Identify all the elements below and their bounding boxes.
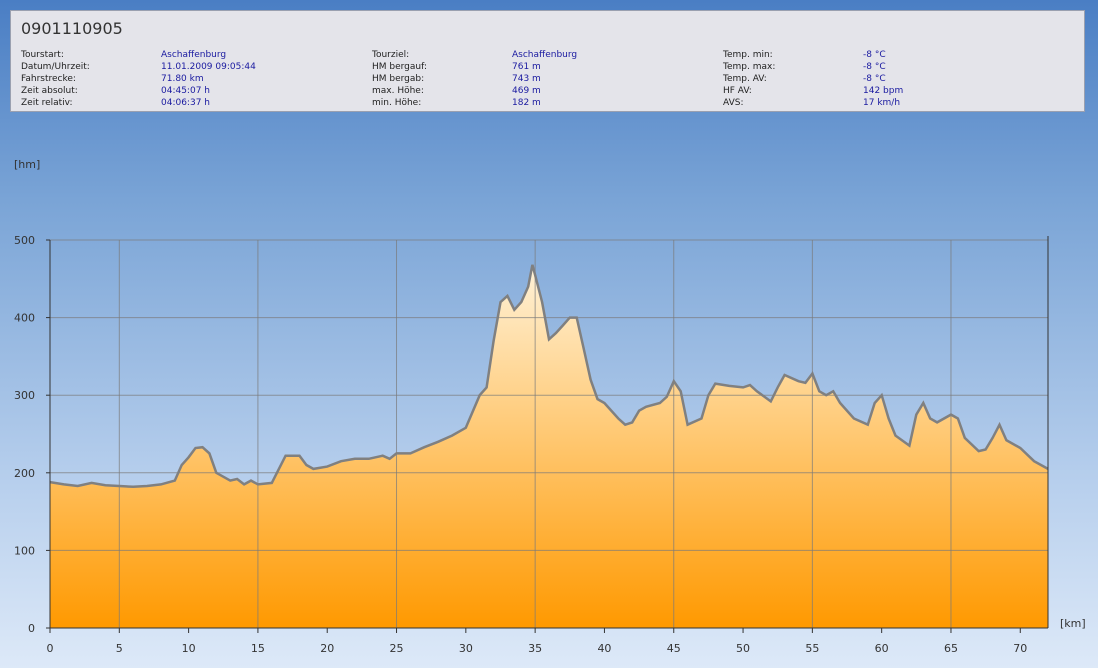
- y-tick-label: 300: [14, 389, 35, 402]
- info-value: 142 bpm: [863, 86, 904, 96]
- info-value: Aschaffenburg: [512, 50, 578, 60]
- info-label: Tourstart:: [21, 50, 64, 60]
- info-value: -8 °C: [863, 62, 886, 72]
- info-label: HF AV:: [723, 86, 752, 96]
- elevation-line: [49, 264, 1049, 489]
- info-label: HM bergauf:: [372, 62, 427, 72]
- x-tick-label: 45: [667, 642, 681, 655]
- info-value: -8 °C: [863, 50, 886, 60]
- y-tick-label: 200: [14, 467, 35, 480]
- x-tick-label: 70: [1013, 642, 1027, 655]
- info-label: Temp. min:: [723, 50, 773, 60]
- info-panel: 0901110905 Tourstart: Aschaffenburg Datum/…: [10, 10, 1085, 112]
- info-value: -8 °C: [863, 74, 886, 84]
- x-tick-label: 10: [182, 642, 196, 655]
- x-tick-label: 50: [736, 642, 750, 655]
- info-value: 71.80 km: [161, 74, 204, 84]
- y-tick-label: 500: [14, 234, 35, 247]
- info-value: 04:45:07 h: [161, 86, 210, 96]
- y-tick-label: 100: [14, 544, 35, 557]
- x-tick-label: 40: [597, 642, 611, 655]
- area-fill: [50, 264, 1048, 628]
- info-label: max. Höhe:: [372, 86, 424, 96]
- info-value: 743 m: [512, 74, 541, 84]
- info-value: 469 m: [512, 86, 541, 96]
- x-tick-label: 30: [459, 642, 473, 655]
- x-tick-label: 20: [320, 642, 334, 655]
- info-value: 17 km/h: [863, 98, 901, 108]
- x-tick-label: 35: [528, 642, 542, 655]
- info-value: 761 m: [512, 62, 541, 72]
- info-label: Temp. AV:: [723, 74, 767, 84]
- y-axis-label: [hm]: [14, 158, 40, 171]
- info-label: min. Höhe:: [372, 98, 422, 108]
- x-tick-label: 5: [116, 642, 123, 655]
- x-tick-label: 0: [47, 642, 54, 655]
- info-value: Aschaffenburg: [161, 50, 227, 60]
- x-tick-label: 25: [390, 642, 404, 655]
- x-tick-label: 65: [944, 642, 958, 655]
- y-tick-label: 400: [14, 312, 35, 325]
- info-value: 04:06:37 h: [161, 98, 210, 108]
- info-label: Zeit relativ:: [21, 98, 73, 108]
- x-tick-label: 15: [251, 642, 265, 655]
- info-label: AVS:: [723, 98, 744, 108]
- info-value: 182 m: [512, 98, 541, 108]
- x-tick-label: 60: [875, 642, 889, 655]
- info-value: 11.01.2009 09:05:44: [161, 62, 256, 72]
- x-axis-label: [km]: [1060, 617, 1086, 630]
- x-tick-label: 55: [805, 642, 819, 655]
- info-label: Tourziel:: [372, 50, 410, 60]
- info-label: Temp. max:: [723, 62, 776, 72]
- info-label: Zeit absolut:: [21, 86, 78, 96]
- info-label: Fahrstrecke:: [21, 74, 76, 84]
- info-label: Datum/Uhrzeit:: [21, 62, 90, 72]
- y-tick-label: 0: [28, 622, 35, 635]
- tour-title: 0901110905: [21, 19, 123, 38]
- info-label: HM bergab:: [372, 74, 425, 84]
